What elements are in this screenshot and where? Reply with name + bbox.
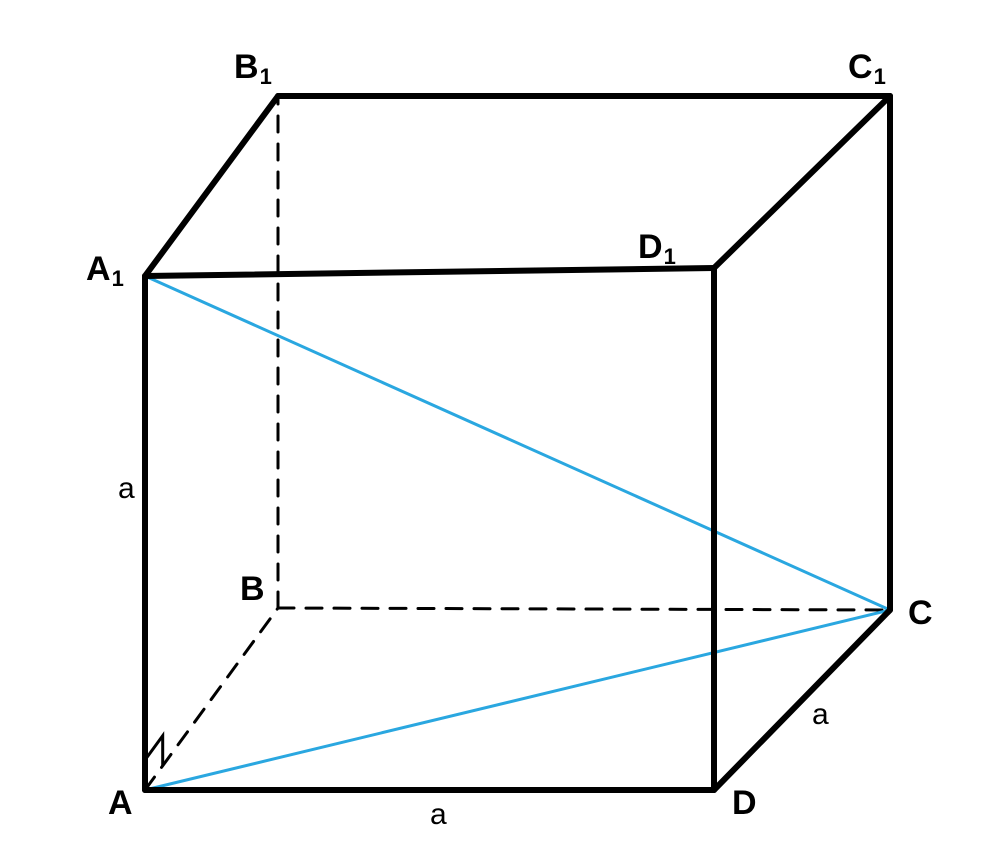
label-C: C [908, 594, 933, 632]
edge-label-0: a [118, 472, 135, 505]
label-A: A [108, 784, 133, 822]
edge-label-1: a [430, 798, 447, 831]
label-D: D [732, 784, 757, 822]
cube-diagram: ADCBA1D1C1B1aaa [0, 0, 996, 860]
edge-label-2: a [812, 698, 829, 731]
label-B: B [240, 570, 265, 608]
